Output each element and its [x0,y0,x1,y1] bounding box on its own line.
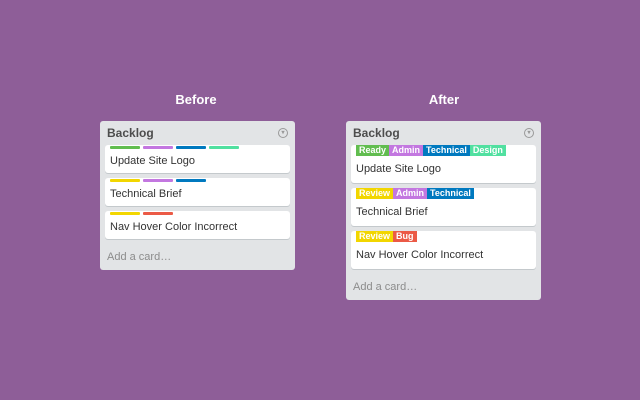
after-list: Backlog ▾ Ready Admin Technical Design Updat… [346,121,541,300]
card-title: Technical Brief [356,206,428,218]
card-title: Update Site Logo [356,163,442,175]
label-bar [110,179,140,182]
card-title: Nav Hover Color Incorrect [356,249,484,261]
label-design: Design [469,145,506,156]
card-labels: Review Admin Technical [356,188,531,199]
add-card-button[interactable]: Add a card… [107,251,172,263]
list-header: Backlog ▾ [105,121,290,145]
label-bar [143,212,173,215]
label-admin: Admin [389,145,424,156]
label-review: Review [356,188,394,199]
label-bar [176,146,206,149]
card[interactable]: Nav Hover Color Incorrect [105,211,290,239]
card-title: Nav Hover Color Incorrect [110,221,238,233]
card[interactable]: Ready Admin Technical Design Update Site Log… [351,145,536,183]
add-card-button[interactable]: Add a card… [353,281,418,293]
label-bars [110,211,285,215]
list-title: Backlog [353,126,400,140]
card-title: Technical Brief [110,188,182,200]
card[interactable]: Review Admin Technical Technical Brief [351,188,536,226]
chevron-down-circle-icon[interactable]: ▾ [524,128,534,138]
card-title: Update Site Logo [110,155,196,167]
card-labels: Review Bug [356,231,531,242]
label-bar [176,179,206,182]
before-heading: Before [175,92,217,107]
label-bar [143,179,173,182]
label-bar [110,146,140,149]
list-title: Backlog [107,126,154,140]
label-technical: Technical [427,188,474,199]
chevron-down-circle-icon[interactable]: ▾ [278,128,288,138]
label-bar [209,146,239,149]
label-admin: Admin [393,188,428,199]
card-labels: Ready Admin Technical Design [356,145,531,156]
label-ready: Ready [356,145,390,156]
card[interactable]: Review Bug Nav Hover Color Incorrect [351,231,536,269]
label-bars [110,145,285,149]
label-bars [110,178,285,182]
list-header: Backlog ▾ [351,121,536,145]
label-bar [110,212,140,215]
before-list: Backlog ▾ Update Site Logo Technical Brie… [100,121,295,270]
label-technical: Technical [423,145,470,156]
label-review: Review [356,231,394,242]
after-heading: After [428,92,460,107]
card[interactable]: Update Site Logo [105,145,290,173]
label-bug: Bug [393,231,417,242]
card[interactable]: Technical Brief [105,178,290,206]
label-bar [143,146,173,149]
